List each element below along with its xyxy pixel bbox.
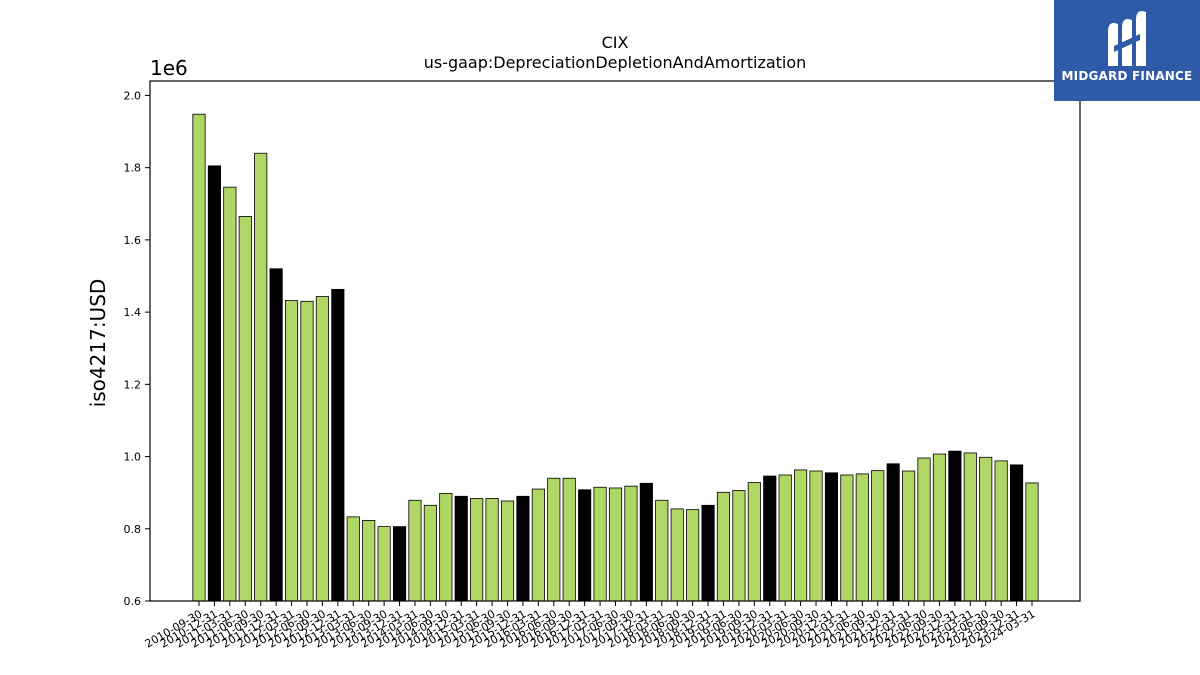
- bar: [269, 268, 283, 602]
- bar: [439, 492, 453, 602]
- y-tick-label: 1.6: [124, 234, 142, 247]
- bar: [547, 477, 561, 602]
- bar: [593, 486, 607, 602]
- bar: [331, 288, 345, 602]
- bar: [284, 300, 299, 602]
- bar: [932, 453, 947, 602]
- bar: [531, 488, 545, 602]
- y-axis-label: iso4217:USD: [86, 279, 110, 408]
- bar: [346, 516, 360, 602]
- bar: [794, 469, 808, 602]
- bar: [516, 495, 530, 602]
- bar: [608, 487, 623, 602]
- bar: [809, 470, 823, 602]
- bar: [485, 498, 499, 602]
- bar: [948, 450, 962, 602]
- bar: [855, 473, 869, 602]
- bar: [300, 300, 314, 602]
- bar: [639, 482, 653, 602]
- bar: [778, 474, 792, 602]
- y-tick-label: 1.0: [124, 451, 142, 464]
- bar: [716, 491, 731, 602]
- brand-logo: MIDGARD FINANCE: [1054, 0, 1200, 101]
- bar: [886, 463, 900, 602]
- bar: [747, 482, 761, 602]
- bar: [1010, 464, 1024, 602]
- bar: [732, 490, 746, 602]
- bar: [408, 499, 422, 602]
- bar: [824, 472, 839, 602]
- bar: [655, 499, 669, 602]
- y-tick-label: 1.8: [124, 162, 142, 175]
- bar: [763, 475, 777, 602]
- bar: [686, 509, 700, 602]
- bar: [624, 485, 638, 602]
- bar: [207, 165, 221, 602]
- bar: [979, 456, 993, 602]
- bars-group: [192, 113, 1039, 602]
- bar: [500, 500, 515, 602]
- bar: [994, 460, 1008, 602]
- bar: [1025, 482, 1039, 602]
- plot-frame: [149, 80, 1081, 602]
- bar: [254, 152, 268, 602]
- bar: [454, 495, 468, 602]
- bar: [423, 504, 437, 602]
- y-tick-label: 0.6: [124, 595, 142, 608]
- bar: [192, 113, 206, 602]
- logo-text: MIDGARD FINANCE: [1061, 69, 1193, 83]
- bar: [392, 526, 407, 602]
- bar: [840, 474, 854, 602]
- chart-title: CIX: [602, 33, 629, 52]
- bar: [223, 186, 237, 602]
- logo-mark-icon: [1108, 11, 1146, 66]
- y-ticks: 0.6 0.8 1.0 1.2 1.4 1.6 1.8 2.0: [124, 89, 150, 608]
- y-tick-label: 2.0: [124, 89, 142, 102]
- bar: [315, 296, 329, 602]
- y-tick-label: 1.2: [124, 378, 142, 391]
- bar: [917, 457, 931, 602]
- bar: [562, 477, 576, 602]
- bar: [902, 470, 916, 602]
- bar: [963, 452, 977, 602]
- bar: [578, 489, 592, 602]
- bar: [238, 216, 252, 602]
- y-tick-label: 1.4: [124, 306, 142, 319]
- bar: [871, 470, 885, 602]
- bar: [362, 520, 376, 602]
- bar: [377, 526, 391, 602]
- y-scale-label: 1e6: [150, 56, 188, 80]
- y-tick-label: 0.8: [124, 523, 142, 536]
- bar: [701, 504, 715, 602]
- x-ticks: 2010-09-302010-12-312011-03-312011-06-30…: [143, 601, 1038, 651]
- bar: [470, 498, 484, 602]
- chart-subtitle: us-gaap:DepreciationDepletionAndAmortiza…: [424, 53, 807, 72]
- bar: [670, 508, 684, 602]
